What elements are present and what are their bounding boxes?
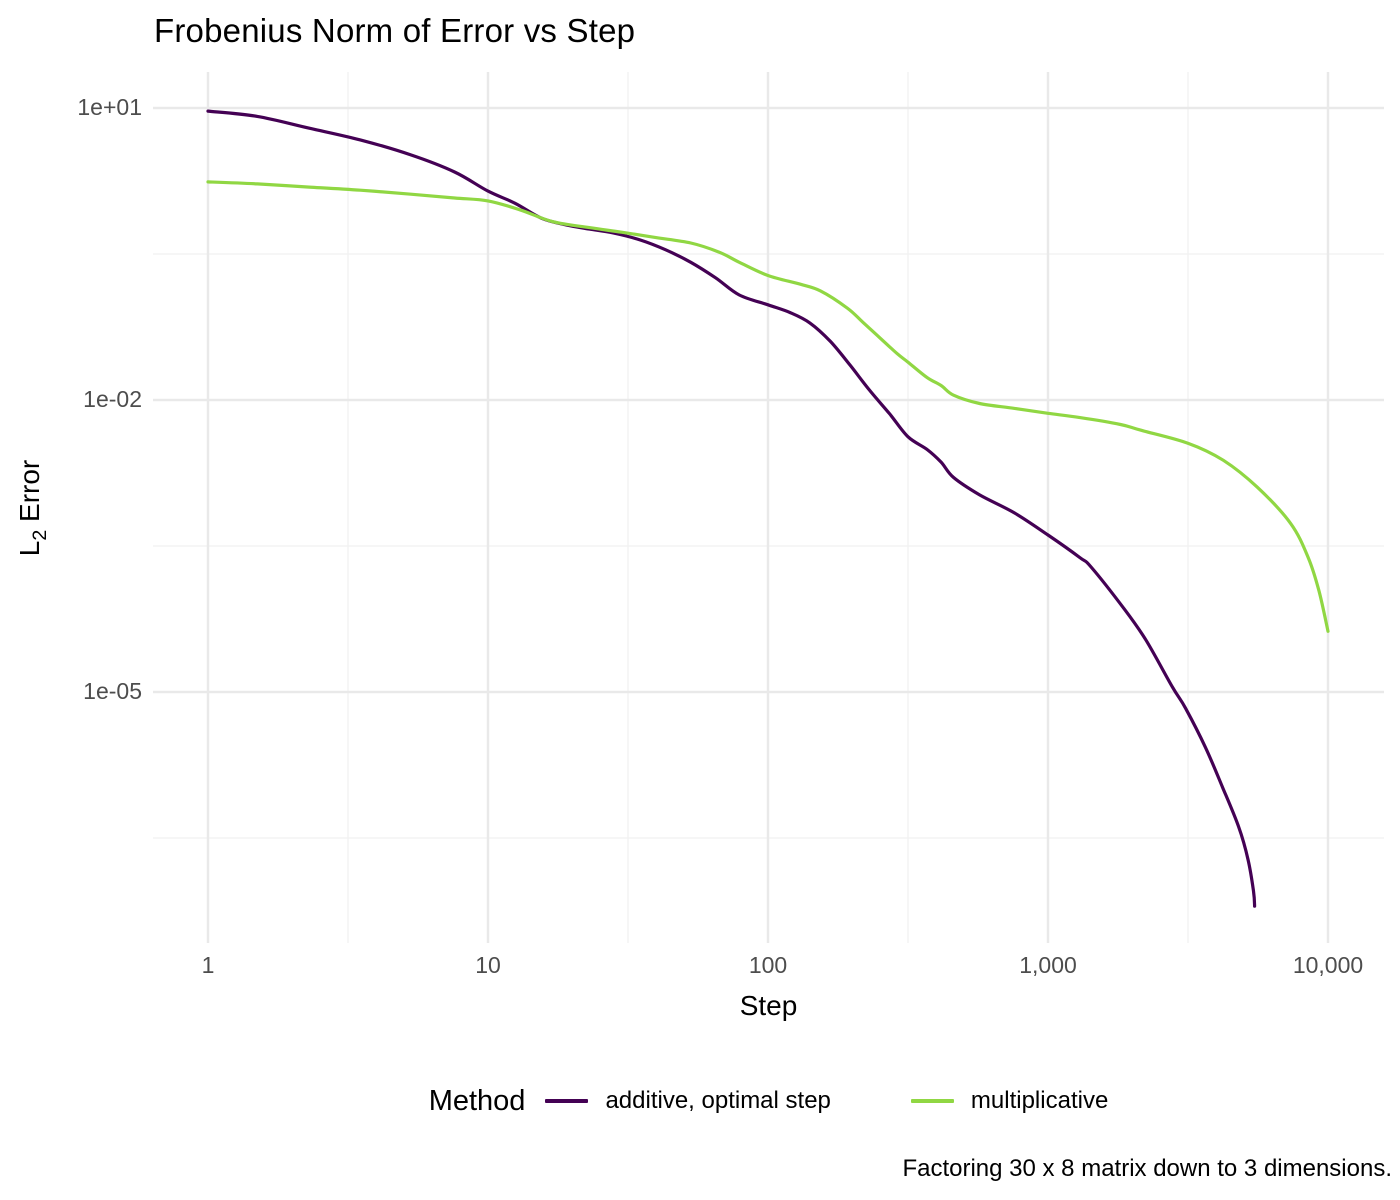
chart-title: Frobenius Norm of Error vs Step <box>154 12 636 49</box>
legend-label-multiplicative: multiplicative <box>970 1087 1109 1114</box>
x-axis-title: Step <box>739 990 798 1021</box>
legend: Method additive, optimal step multiplica… <box>153 1076 1384 1126</box>
legend-entry-additive: additive, optimal step <box>545 1087 831 1115</box>
legend-title: Method <box>428 1084 526 1117</box>
series-line-additive-optimal-step <box>206 109 1257 908</box>
legend-label-additive: additive, optimal step <box>605 1087 831 1114</box>
caption: Factoring 30 x 8 matrix down to 3 dimens… <box>902 1155 1392 1182</box>
legend-line-swatch-multiplicative <box>910 1099 954 1103</box>
y-axis-title-main: L <box>14 540 46 557</box>
legend-entry-multiplicative: multiplicative <box>910 1087 1109 1115</box>
y-axis-title: L2 Error <box>14 460 52 556</box>
y-axis-title-rest: Error <box>14 459 46 530</box>
series-line-multiplicative <box>206 180 1330 633</box>
y-axis-title-sub: 2 <box>28 529 51 541</box>
legend-line-swatch-additive <box>545 1099 589 1103</box>
